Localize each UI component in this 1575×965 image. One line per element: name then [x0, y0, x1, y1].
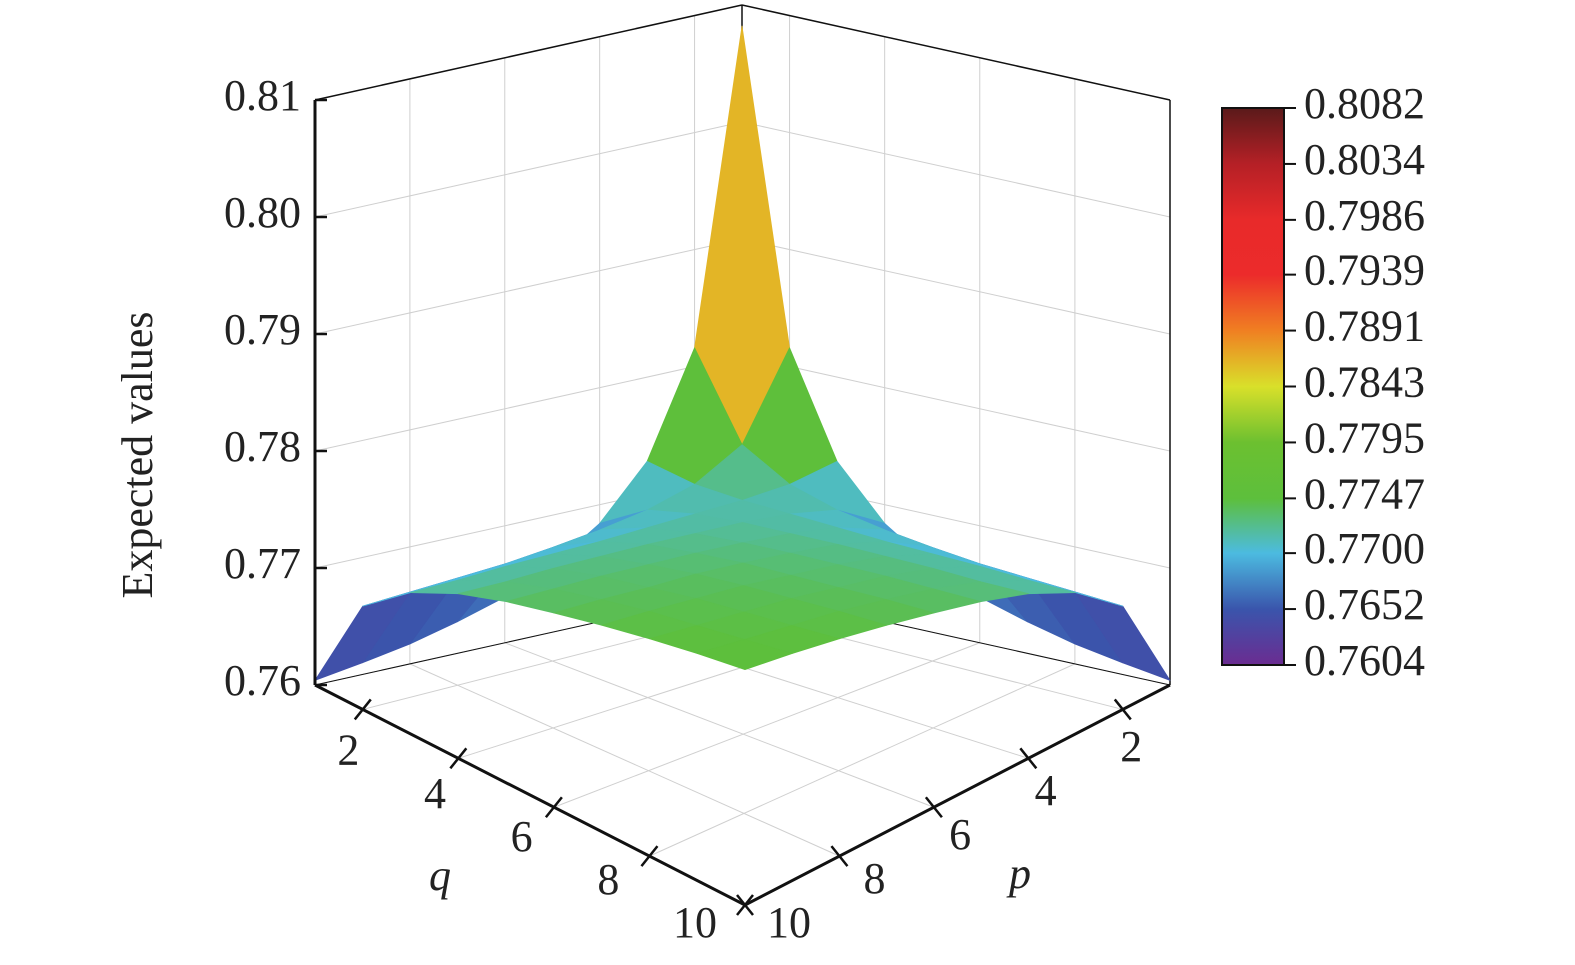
q-tick [353, 698, 372, 721]
p-tick [924, 796, 943, 819]
q-tick-label: 2 [337, 726, 359, 775]
p-tick-label: 2 [1120, 722, 1142, 771]
colorbar-tick-label: 0.7604 [1304, 636, 1425, 685]
colorbar-tick-label: 0.7986 [1304, 191, 1425, 240]
p-axis-title: p [1006, 849, 1031, 898]
grid-line [314, 355, 743, 452]
q-tick-label: 8 [597, 855, 619, 904]
grid-line [649, 663, 1076, 857]
q-tick-label: 4 [424, 769, 446, 818]
grid-line [741, 121, 1171, 218]
p-tick [1113, 698, 1132, 721]
colorbar-tick-label: 0.7891 [1304, 302, 1425, 351]
p-tick [830, 845, 849, 867]
surface [314, 25, 1171, 681]
q-axis-title: q [429, 851, 451, 900]
q-tick-label: 10 [673, 898, 717, 947]
colorbar-tick-label: 0.7939 [1304, 246, 1425, 295]
p-tick [1019, 747, 1038, 770]
surface-patch [696, 639, 793, 670]
p-tick-label: 4 [1035, 766, 1057, 815]
box-edge [314, 4, 743, 101]
z-tick-label: 0.76 [224, 656, 301, 705]
q-tick [449, 747, 468, 770]
grid-line [409, 663, 840, 857]
z-axis-title: Expected values [113, 311, 162, 598]
z-tick-label: 0.78 [224, 422, 301, 471]
grid-line [314, 121, 743, 218]
z-tick-label: 0.81 [224, 71, 301, 120]
colorbar-tick-label: 0.7843 [1304, 358, 1425, 407]
colorbar-tick-label: 0.8034 [1304, 135, 1425, 184]
p-tick-label: 10 [767, 898, 811, 947]
box-edge [741, 4, 1171, 101]
grid-line [553, 642, 980, 808]
colorbar-tick-label: 0.7652 [1304, 580, 1425, 629]
q-tick [544, 796, 563, 819]
z-tick-label: 0.77 [224, 539, 301, 588]
z-tick-label: 0.80 [224, 188, 301, 237]
z-tick-label: 0.79 [224, 305, 301, 354]
grid-line [741, 238, 1171, 335]
q-axis [314, 683, 746, 907]
q-tick [640, 845, 659, 867]
q-tick-label: 6 [511, 812, 533, 861]
colorbar-tick-label: 0.7700 [1304, 524, 1425, 573]
colorbar-tick-label: 0.7747 [1304, 469, 1425, 518]
grid-line [504, 642, 935, 808]
p-axis [744, 683, 1171, 907]
colorbar-tick-label: 0.8082 [1304, 79, 1425, 128]
colorbar-tick-label: 0.7795 [1304, 414, 1425, 463]
p-tick-label: 8 [864, 854, 886, 903]
p-tick [736, 894, 754, 916]
colorbar [1221, 107, 1285, 666]
p-tick-label: 6 [949, 810, 971, 859]
grid-line [314, 238, 743, 335]
grid-line [741, 355, 1171, 452]
